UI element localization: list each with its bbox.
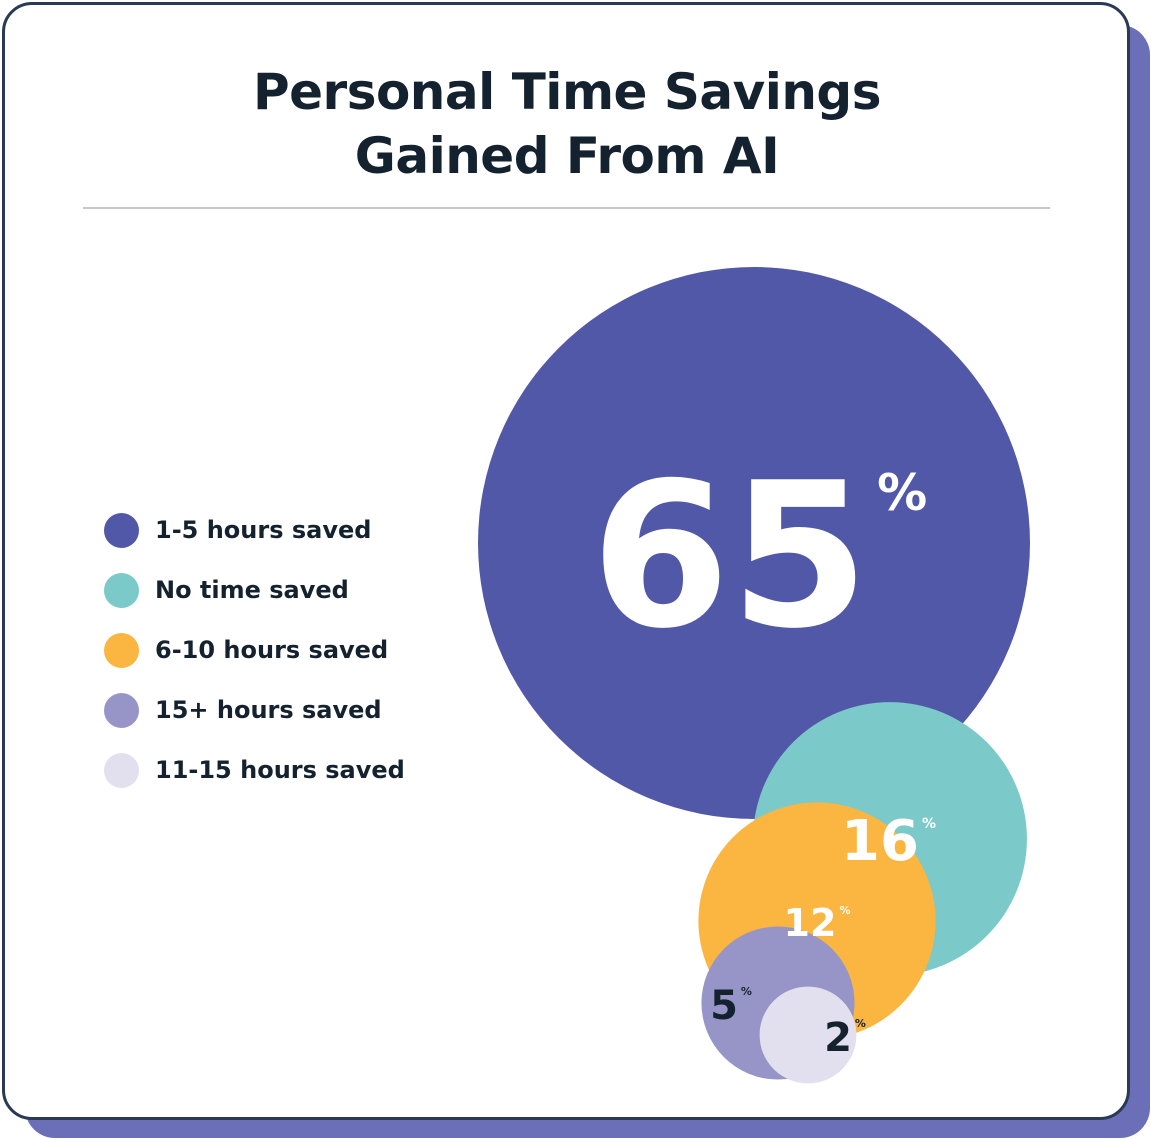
legend-label: 11-15 hours saved: [155, 756, 405, 784]
legend-swatch: [104, 512, 139, 548]
legend-label: 1-5 hours saved: [155, 516, 372, 544]
bubble: [478, 267, 1030, 819]
legend-label: No time saved: [155, 576, 349, 604]
data-label: 16: [841, 809, 919, 874]
bubble: [759, 986, 857, 1084]
data-label: 65: [591, 440, 869, 673]
legend-item: No time saved: [104, 560, 405, 620]
legend: 1-5 hours saved No time saved 6-10 hours…: [104, 500, 405, 800]
legend-swatch: [104, 632, 139, 668]
percent-sign: %: [839, 904, 850, 917]
data-label: 12: [784, 901, 837, 945]
legend-swatch: [104, 572, 139, 608]
percent-sign: %: [922, 816, 936, 832]
legend-swatch: [104, 692, 139, 728]
divider: [83, 207, 1050, 209]
percent-sign: %: [855, 1017, 866, 1030]
legend-item: 6-10 hours saved: [104, 620, 405, 680]
data-label: 5: [710, 983, 738, 1029]
chart-title: Personal Time Savings Gained From AI: [0, 60, 1134, 188]
legend-item: 11-15 hours saved: [104, 740, 405, 800]
legend-item: 15+ hours saved: [104, 680, 405, 740]
legend-label: 6-10 hours saved: [155, 636, 389, 664]
data-label: 2: [824, 1015, 852, 1061]
title-line-2: Gained From AI: [354, 127, 780, 185]
legend-label: 15+ hours saved: [155, 696, 382, 724]
title-line-1: Personal Time Savings: [252, 63, 882, 121]
percent-sign: %: [877, 464, 927, 522]
percent-sign: %: [741, 985, 752, 998]
legend-item: 1-5 hours saved: [104, 500, 405, 560]
legend-swatch: [104, 752, 139, 788]
